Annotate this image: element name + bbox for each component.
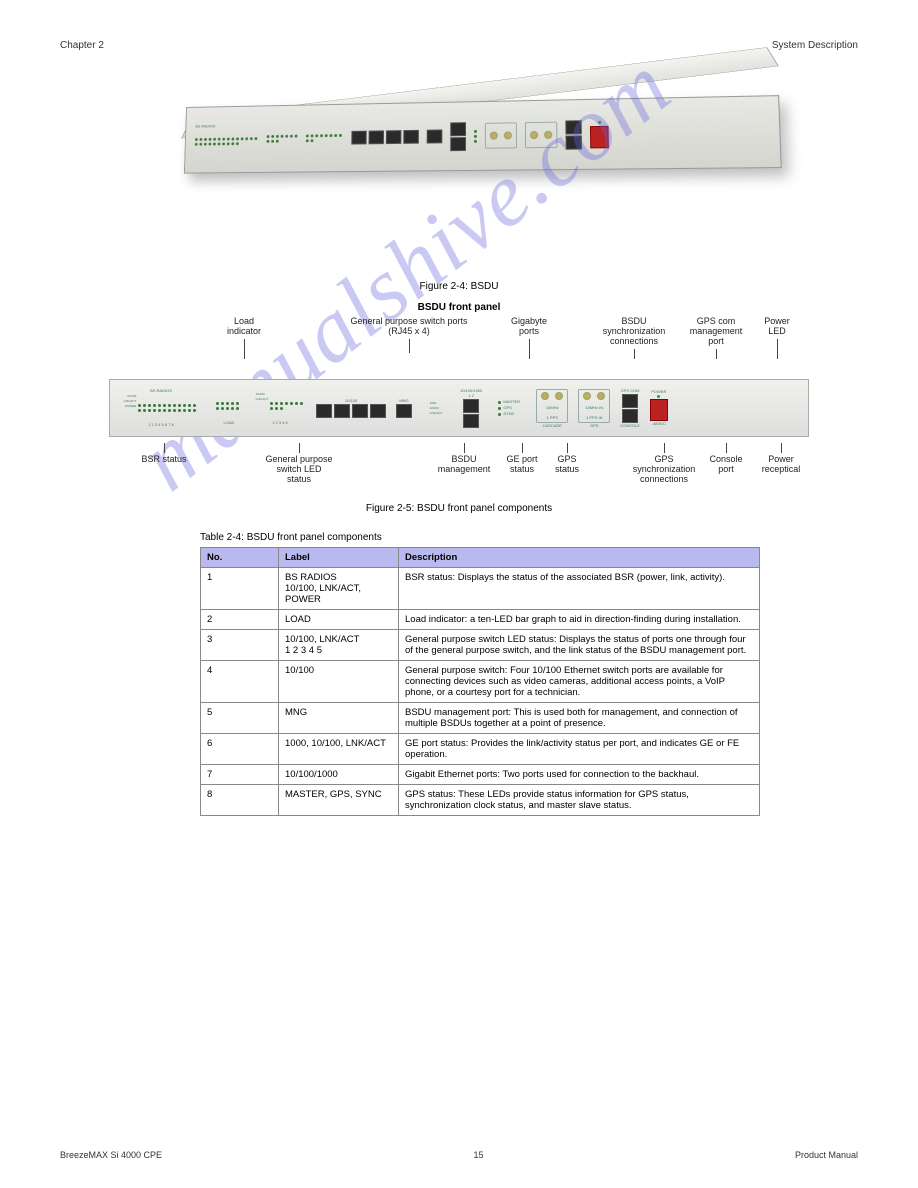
cell-desc: General purpose switch LED status: Displ… [399, 630, 760, 661]
front-panel-diagram: Load indicator General purpose switch po… [109, 317, 809, 497]
anno-ge-status: GE port status [497, 441, 547, 475]
figure1-caption: Figure 2-4: BSDU [60, 281, 858, 292]
lbl-ge-1000: 1000 [430, 401, 443, 405]
th-no: No. [201, 548, 279, 568]
cell-no: 6 [201, 734, 279, 765]
gps-sync [525, 122, 558, 149]
lbl-lnkact: LNK/ACT [124, 399, 137, 403]
header-left: Chapter 2 [60, 40, 104, 51]
spec-table: No. Label Description 1BS RADIOS 10/100,… [200, 547, 760, 816]
figure2-caption: Figure 2-5: BSDU front panel components [60, 503, 858, 514]
cell-desc: GPS status: These LEDs provide status in… [399, 785, 760, 816]
lbl-sw-nums: 1 2 3 4 5 [272, 421, 288, 425]
table-row: 8MASTER, GPS, SYNCGPS status: These LEDs… [201, 785, 760, 816]
footer-center: 15 [474, 1150, 484, 1160]
cell-no: 7 [201, 765, 279, 785]
cell-desc: BSR status: Displays the status of the a… [399, 568, 760, 610]
cell-label: LOAD [279, 610, 399, 630]
cell-label: 1000, 10/100, LNK/ACT [279, 734, 399, 765]
cell-desc: General purpose switch: Four 10/100 Ethe… [399, 661, 760, 703]
table-row: 410/100General purpose switch: Four 10/1… [201, 661, 760, 703]
lbl-vdc: -48VDC [652, 422, 666, 426]
mng-port [427, 129, 443, 143]
lbl-gps: GPS [503, 406, 511, 410]
table-row: 1BS RADIOS 10/100, LNK/ACT, POWERBSR sta… [201, 568, 760, 610]
power-receptacle [590, 125, 609, 148]
lbl-mng: MNG [399, 399, 408, 403]
cell-label: MASTER, GPS, SYNC [279, 785, 399, 816]
table-row: 710/100/1000Gigabit Ethernet ports: Two … [201, 765, 760, 785]
diagram-title: BSDU front panel [109, 302, 809, 313]
lbl-ge-title: 10/100/1000 [460, 389, 482, 393]
anno-console: Console port [701, 441, 751, 475]
lbl-ge-lnkact: LNK/ACT [430, 411, 443, 415]
page-footer: BreezeMAX Si 4000 CPE 15 Product Manual [60, 1150, 858, 1160]
lbl-power: POWER [124, 404, 137, 408]
cell-no: 4 [201, 661, 279, 703]
cell-no: 2 [201, 610, 279, 630]
lbl-power: POWER [651, 390, 666, 394]
ge-ports [450, 122, 466, 151]
anno-gps-status: GPS status [547, 441, 587, 475]
cell-desc: BSDU management port: This is used both … [399, 703, 760, 734]
cell-no: 1 [201, 568, 279, 610]
lbl-gps-com: GPS COM [621, 389, 640, 393]
cell-no: 3 [201, 630, 279, 661]
anno-gps-sync: GPS synchronization connections [619, 441, 709, 485]
footer-left: BreezeMAX Si 4000 CPE [60, 1150, 162, 1160]
anno-switch-ports: General purpose switch ports (RJ45 x 4) [329, 317, 489, 355]
anno-bsdu-sync: BSDU synchronization connections [589, 317, 679, 361]
table-row: 2LOADLoad indicator: a ten-LED bar graph… [201, 610, 760, 630]
anno-gig: Gigabyte ports [504, 317, 554, 361]
lbl-gps-sync: GPS [590, 424, 598, 428]
footer-right: Product Manual [795, 1150, 858, 1160]
cell-no: 8 [201, 785, 279, 816]
lbl-10mhz: 10MHz [546, 405, 559, 410]
gps-com-console [565, 120, 582, 150]
cell-label: MNG [279, 703, 399, 734]
cell-desc: Gigabit Ethernet ports: Two ports used f… [399, 765, 760, 785]
table-caption: Table 2-4: BSDU front panel components [200, 532, 858, 543]
anno-bsr-status: BSR status [129, 441, 199, 465]
cell-desc: GE port status: Provides the link/activi… [399, 734, 760, 765]
anno-pwr-recep: Power receptical [753, 441, 809, 475]
lbl-bsradios: BS RADIOS [150, 389, 172, 393]
anno-switch-led: General purpose switch LED status [249, 441, 349, 485]
cell-label: 10/100, LNK/ACT 1 2 3 4 5 [279, 630, 399, 661]
cell-label: BS RADIOS 10/100, LNK/ACT, POWER [279, 568, 399, 610]
cell-label: 10/100/1000 [279, 765, 399, 785]
table-row: 5MNGBSDU management port: This is used b… [201, 703, 760, 734]
switch-ports [351, 130, 419, 145]
lbl-10mhz-in: 10MHz IN [585, 405, 603, 410]
lbl-nums: 1 2 3 4 5 6 7 8 [148, 423, 174, 427]
lbl-cascade: CASCADE [543, 424, 562, 428]
lbl-1pps-in: 1 PPS IN [586, 415, 602, 420]
lbl-1pps: 1 PPS [547, 415, 558, 420]
table-row: 310/100, LNK/ACT 1 2 3 4 5General purpos… [201, 630, 760, 661]
anno-pwr-led: Power LED [757, 317, 797, 361]
lbl-sw-title: 10/100 [345, 399, 357, 403]
cell-desc: Load indicator: a ten-LED bar graph to a… [399, 610, 760, 630]
anno-gps-com: GPS com management port [681, 317, 751, 361]
lbl-ge-nums: 1 2 [468, 394, 474, 398]
table-header-row: No. Label Description [201, 548, 760, 568]
device-photo: BS RADIOS [129, 61, 789, 261]
cascade-sync [485, 122, 517, 148]
th-desc: Description [399, 548, 760, 568]
th-label: Label [279, 548, 399, 568]
lbl-sw-10-100: 10/100 [256, 392, 269, 396]
lbl-10-100: 10/100 [124, 394, 137, 398]
anno-load: Load indicator [219, 317, 269, 361]
lbl-master: MASTER [503, 400, 520, 404]
lbl-sync: SYNC [503, 412, 514, 416]
cell-label: 10/100 [279, 661, 399, 703]
lbl-ge-10-100: 10/100 [430, 406, 443, 410]
lbl-sw-lnkact: LNK/ACT [256, 397, 269, 401]
header-right: System Description [772, 40, 858, 51]
cell-no: 5 [201, 703, 279, 734]
lbl-console: CONSOLE [620, 424, 640, 428]
table-row: 61000, 10/100, LNK/ACTGE port status: Pr… [201, 734, 760, 765]
lbl-load: LOAD [224, 421, 235, 425]
anno-bsdu-mgmt: BSDU management [429, 441, 499, 475]
